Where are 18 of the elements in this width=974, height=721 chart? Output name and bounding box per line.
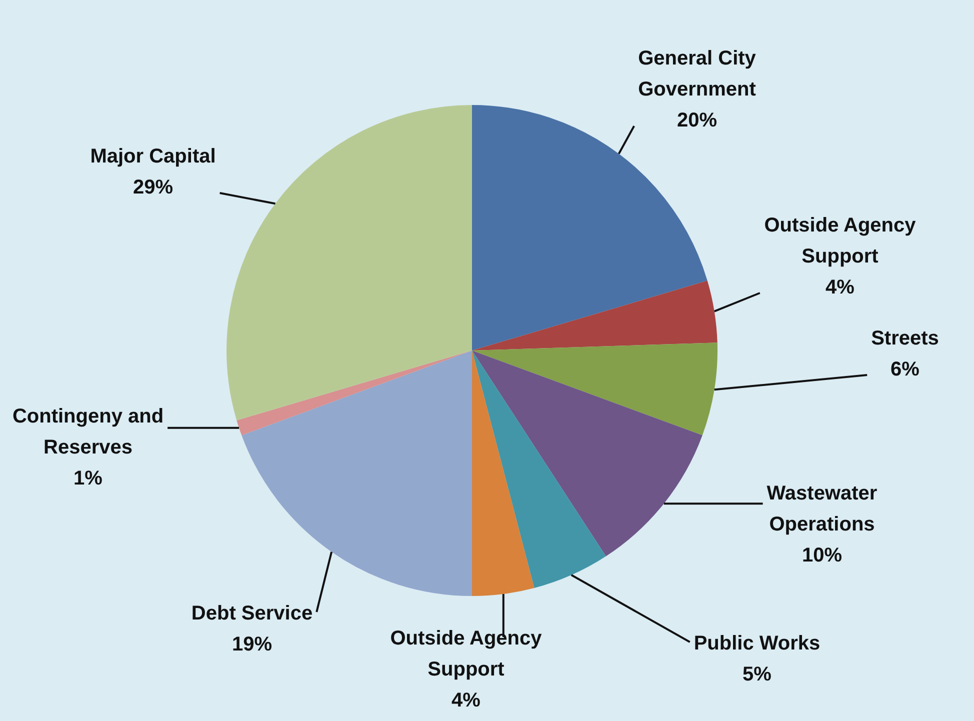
slice-label: General City Government <box>638 48 757 101</box>
data-label: 4% <box>826 276 855 299</box>
slice-label: Streets <box>871 328 939 350</box>
slice-label: Outside Agency Support <box>764 214 917 268</box>
data-label: 29% <box>132 176 174 199</box>
data-label: 5% <box>742 664 772 686</box>
data-label: 20% <box>676 110 718 132</box>
slice-label: Wastewater Operations <box>766 482 878 536</box>
slice-label: Debt Service <box>191 602 313 625</box>
data-label: 19% <box>232 634 272 656</box>
slice-label: Public Works <box>694 632 820 655</box>
slice-label: Outside Agency Support <box>390 628 543 681</box>
data-label: 10% <box>802 544 842 567</box>
slice-label: Major Capital <box>90 146 216 168</box>
data-label: 6% <box>890 358 920 381</box>
data-label: 1% <box>74 468 103 490</box>
data-label: 4% <box>452 690 481 712</box>
slice-label: Contingeny and Reserves <box>12 406 164 459</box>
